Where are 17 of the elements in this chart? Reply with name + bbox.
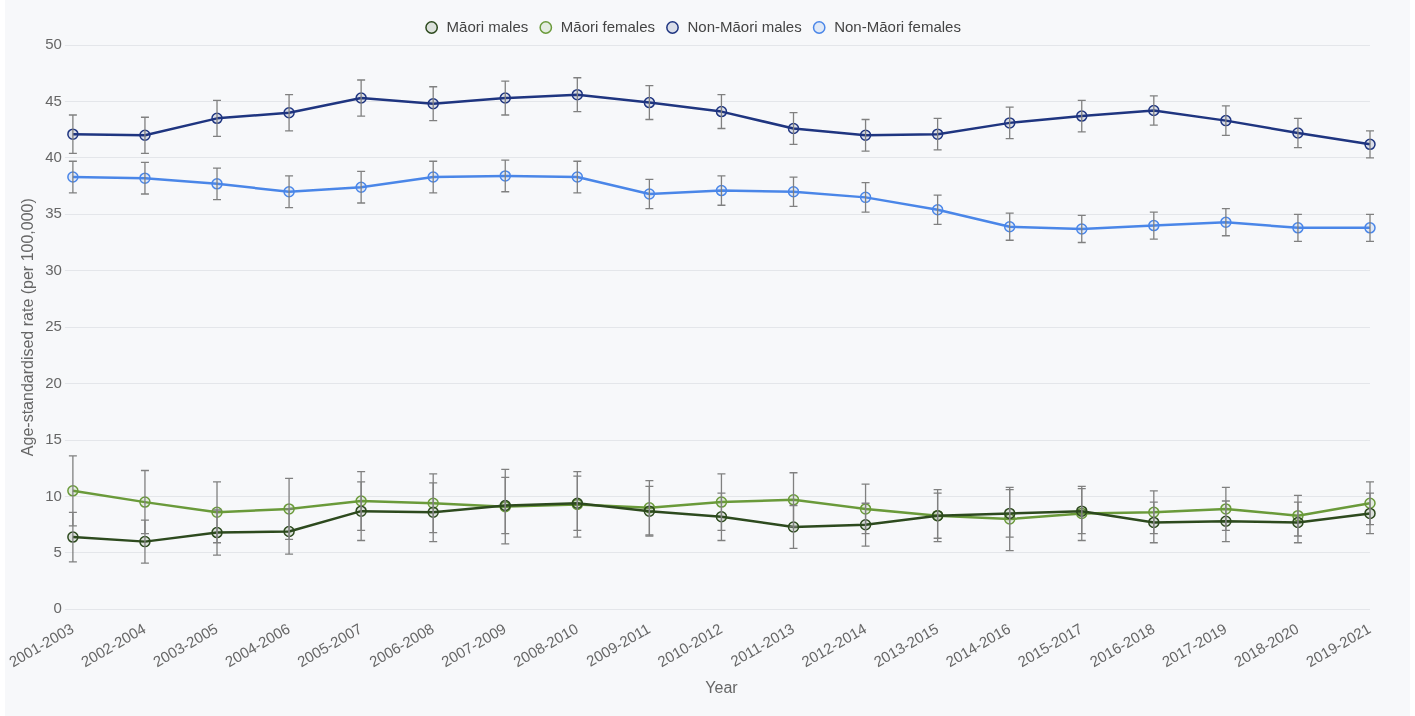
- y-tick-label: 0: [53, 599, 62, 617]
- y-tick-label: 15: [45, 430, 62, 448]
- legend-label: Non-Māori males: [687, 17, 802, 35]
- legend-label: Māori females: [560, 17, 655, 35]
- y-tick-label: 50: [45, 35, 62, 53]
- legend-label: Non-Māori females: [834, 17, 961, 35]
- y-tick-label: 5: [53, 543, 62, 561]
- y-tick-label: 45: [45, 91, 62, 109]
- y-tick-label: 20: [45, 373, 62, 391]
- x-axis-title: Year: [705, 678, 739, 696]
- y-tick-label: 35: [45, 204, 62, 222]
- y-axis-title: Age-standardised rate (per 100,000): [19, 198, 37, 457]
- y-tick-label: 30: [45, 260, 62, 278]
- y-tick-label: 25: [45, 317, 62, 335]
- y-tick-label: 40: [45, 148, 62, 166]
- y-tick-label: 10: [45, 486, 62, 504]
- legend-label: Māori males: [446, 17, 529, 35]
